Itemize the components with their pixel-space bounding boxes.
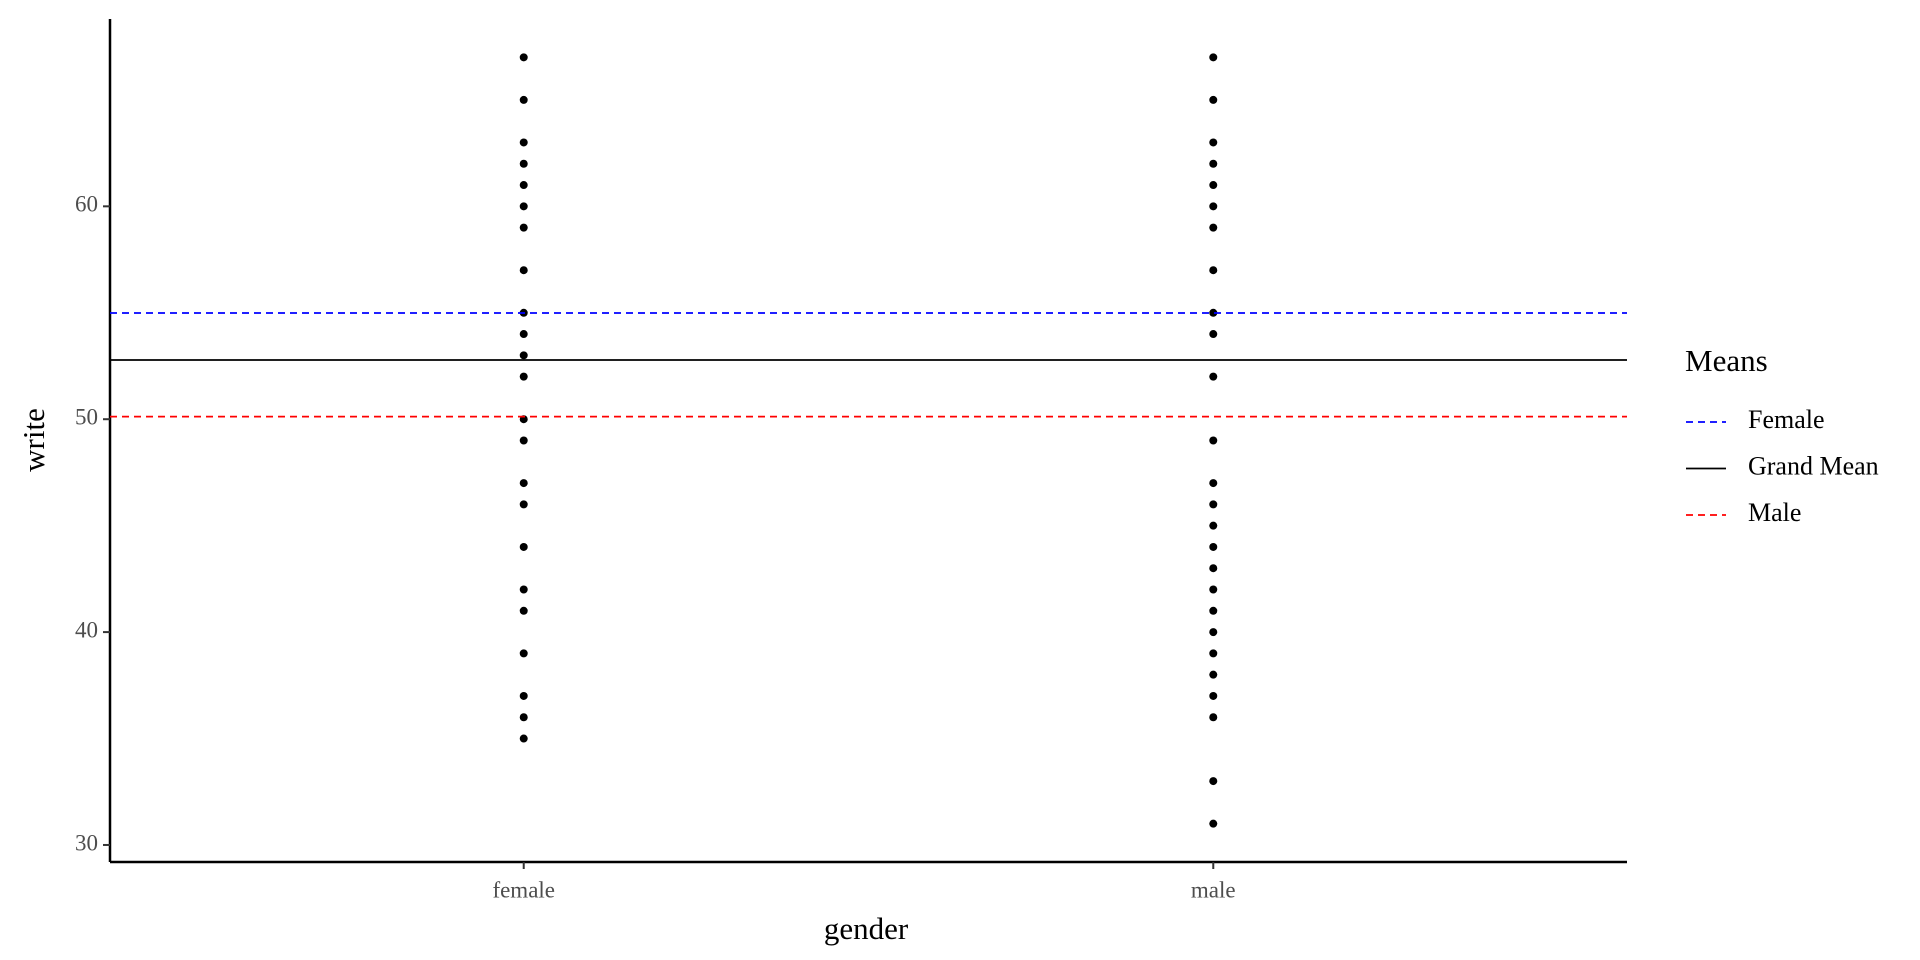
- point: [1209, 330, 1218, 339]
- point: [519, 351, 528, 360]
- point: [519, 713, 528, 722]
- point: [1209, 777, 1218, 786]
- legend-label: Female: [1748, 405, 1825, 434]
- point: [519, 606, 528, 615]
- point: [519, 734, 528, 743]
- point: [1209, 159, 1218, 168]
- legend-label: Grand Mean: [1748, 451, 1879, 480]
- point: [519, 223, 528, 232]
- point: [1209, 53, 1218, 62]
- point: [519, 372, 528, 381]
- legend-label: Male: [1748, 498, 1801, 527]
- point: [1209, 585, 1218, 594]
- point: [1209, 372, 1218, 381]
- point: [519, 479, 528, 488]
- point: [1209, 138, 1218, 147]
- point: [1209, 308, 1218, 317]
- point: [519, 202, 528, 211]
- point: [1209, 819, 1218, 828]
- point: [519, 691, 528, 700]
- point: [519, 181, 528, 190]
- y-tick-label: 50: [75, 404, 98, 429]
- legend-title: Means: [1685, 343, 1768, 378]
- point: [1209, 266, 1218, 275]
- point: [519, 649, 528, 658]
- point: [1209, 691, 1218, 700]
- point: [1209, 628, 1218, 637]
- point: [1209, 223, 1218, 232]
- point: [1209, 713, 1218, 722]
- point: [519, 330, 528, 339]
- point: [519, 436, 528, 445]
- y-tick-label: 40: [75, 617, 98, 642]
- point: [519, 500, 528, 509]
- y-tick-label: 60: [75, 192, 98, 217]
- point: [1209, 649, 1218, 658]
- point: [519, 542, 528, 551]
- y-axis-title: write: [16, 408, 51, 472]
- point: [1209, 606, 1218, 615]
- point: [519, 585, 528, 594]
- x-axis-title: gender: [824, 911, 909, 946]
- point: [519, 53, 528, 62]
- point: [519, 159, 528, 168]
- point: [1209, 202, 1218, 211]
- y-tick-label: 30: [75, 830, 98, 855]
- point: [1209, 479, 1218, 488]
- point: [1209, 95, 1218, 104]
- x-tick-label: male: [1191, 877, 1236, 902]
- point: [1209, 521, 1218, 530]
- point: [519, 95, 528, 104]
- point: [519, 138, 528, 147]
- point: [1209, 670, 1218, 679]
- point: [519, 266, 528, 275]
- point: [1209, 542, 1218, 551]
- point: [1209, 181, 1218, 190]
- point: [1209, 436, 1218, 445]
- x-tick-label: female: [492, 877, 555, 902]
- point: [1209, 564, 1218, 573]
- point: [1209, 500, 1218, 509]
